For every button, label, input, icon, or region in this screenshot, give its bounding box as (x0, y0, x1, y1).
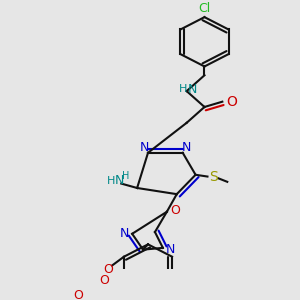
Text: N: N (115, 174, 124, 188)
Text: N: N (188, 83, 197, 96)
Text: N: N (140, 141, 149, 154)
Text: O: O (170, 203, 180, 217)
Text: O: O (226, 95, 237, 109)
Text: H: H (122, 171, 129, 181)
Text: H: H (178, 84, 187, 94)
Text: O: O (74, 289, 83, 300)
Text: H: H (107, 176, 116, 186)
Text: N: N (182, 141, 191, 154)
Text: O: O (99, 274, 109, 287)
Text: N: N (120, 227, 129, 240)
Text: Cl: Cl (198, 2, 211, 15)
Text: S: S (209, 169, 218, 184)
Text: O: O (103, 262, 113, 275)
Text: N: N (166, 243, 176, 256)
